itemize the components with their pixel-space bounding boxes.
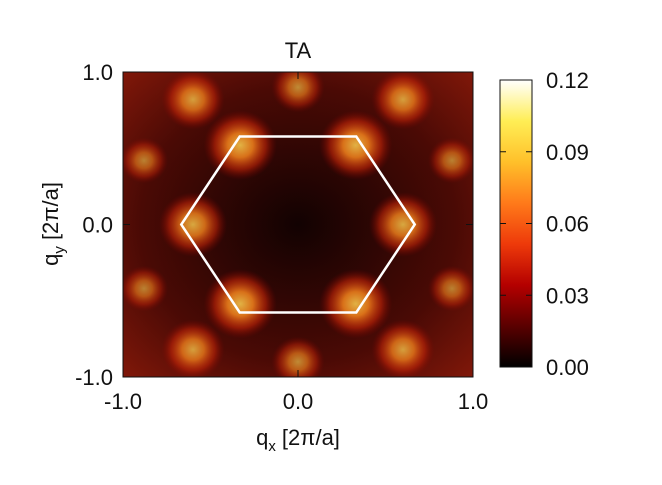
heat-spot bbox=[123, 265, 168, 312]
heat-spot bbox=[161, 72, 225, 130]
heat-spot bbox=[271, 72, 325, 113]
brillouin-zone-hexagon bbox=[179, 135, 417, 314]
y-tick-label: 0.0 bbox=[82, 213, 113, 238]
heat-spot bbox=[428, 265, 473, 312]
colorbar-tick-label: 0.12 bbox=[546, 68, 589, 93]
x-tick-label: 0.0 bbox=[283, 389, 314, 414]
heat-spot bbox=[271, 336, 325, 377]
heat-spot bbox=[123, 137, 168, 184]
plot-area bbox=[123, 72, 473, 377]
heat-spot bbox=[371, 319, 435, 377]
y-tick-label: 1.0 bbox=[82, 60, 113, 85]
heat-spot bbox=[159, 192, 227, 257]
colorbar-tick-label: 0.00 bbox=[546, 355, 589, 380]
x-tick-label: 1.0 bbox=[458, 389, 489, 414]
heat-spot bbox=[369, 192, 437, 257]
colorbar-tick-label: 0.09 bbox=[546, 140, 589, 165]
heat-spot bbox=[371, 72, 435, 130]
colorbar-tick-label: 0.06 bbox=[546, 212, 589, 237]
y-tick-label: -1.0 bbox=[75, 365, 113, 390]
x-axis-label: qx [2π/a] bbox=[256, 425, 340, 455]
heat-spot bbox=[428, 137, 473, 184]
chart-title: TA bbox=[285, 38, 312, 63]
heat-spot bbox=[161, 319, 225, 377]
x-tick-label: -1.0 bbox=[104, 389, 142, 414]
colorbar-tick-label: 0.03 bbox=[546, 283, 589, 308]
y-axis-label: qy [2π/a] bbox=[38, 182, 68, 266]
